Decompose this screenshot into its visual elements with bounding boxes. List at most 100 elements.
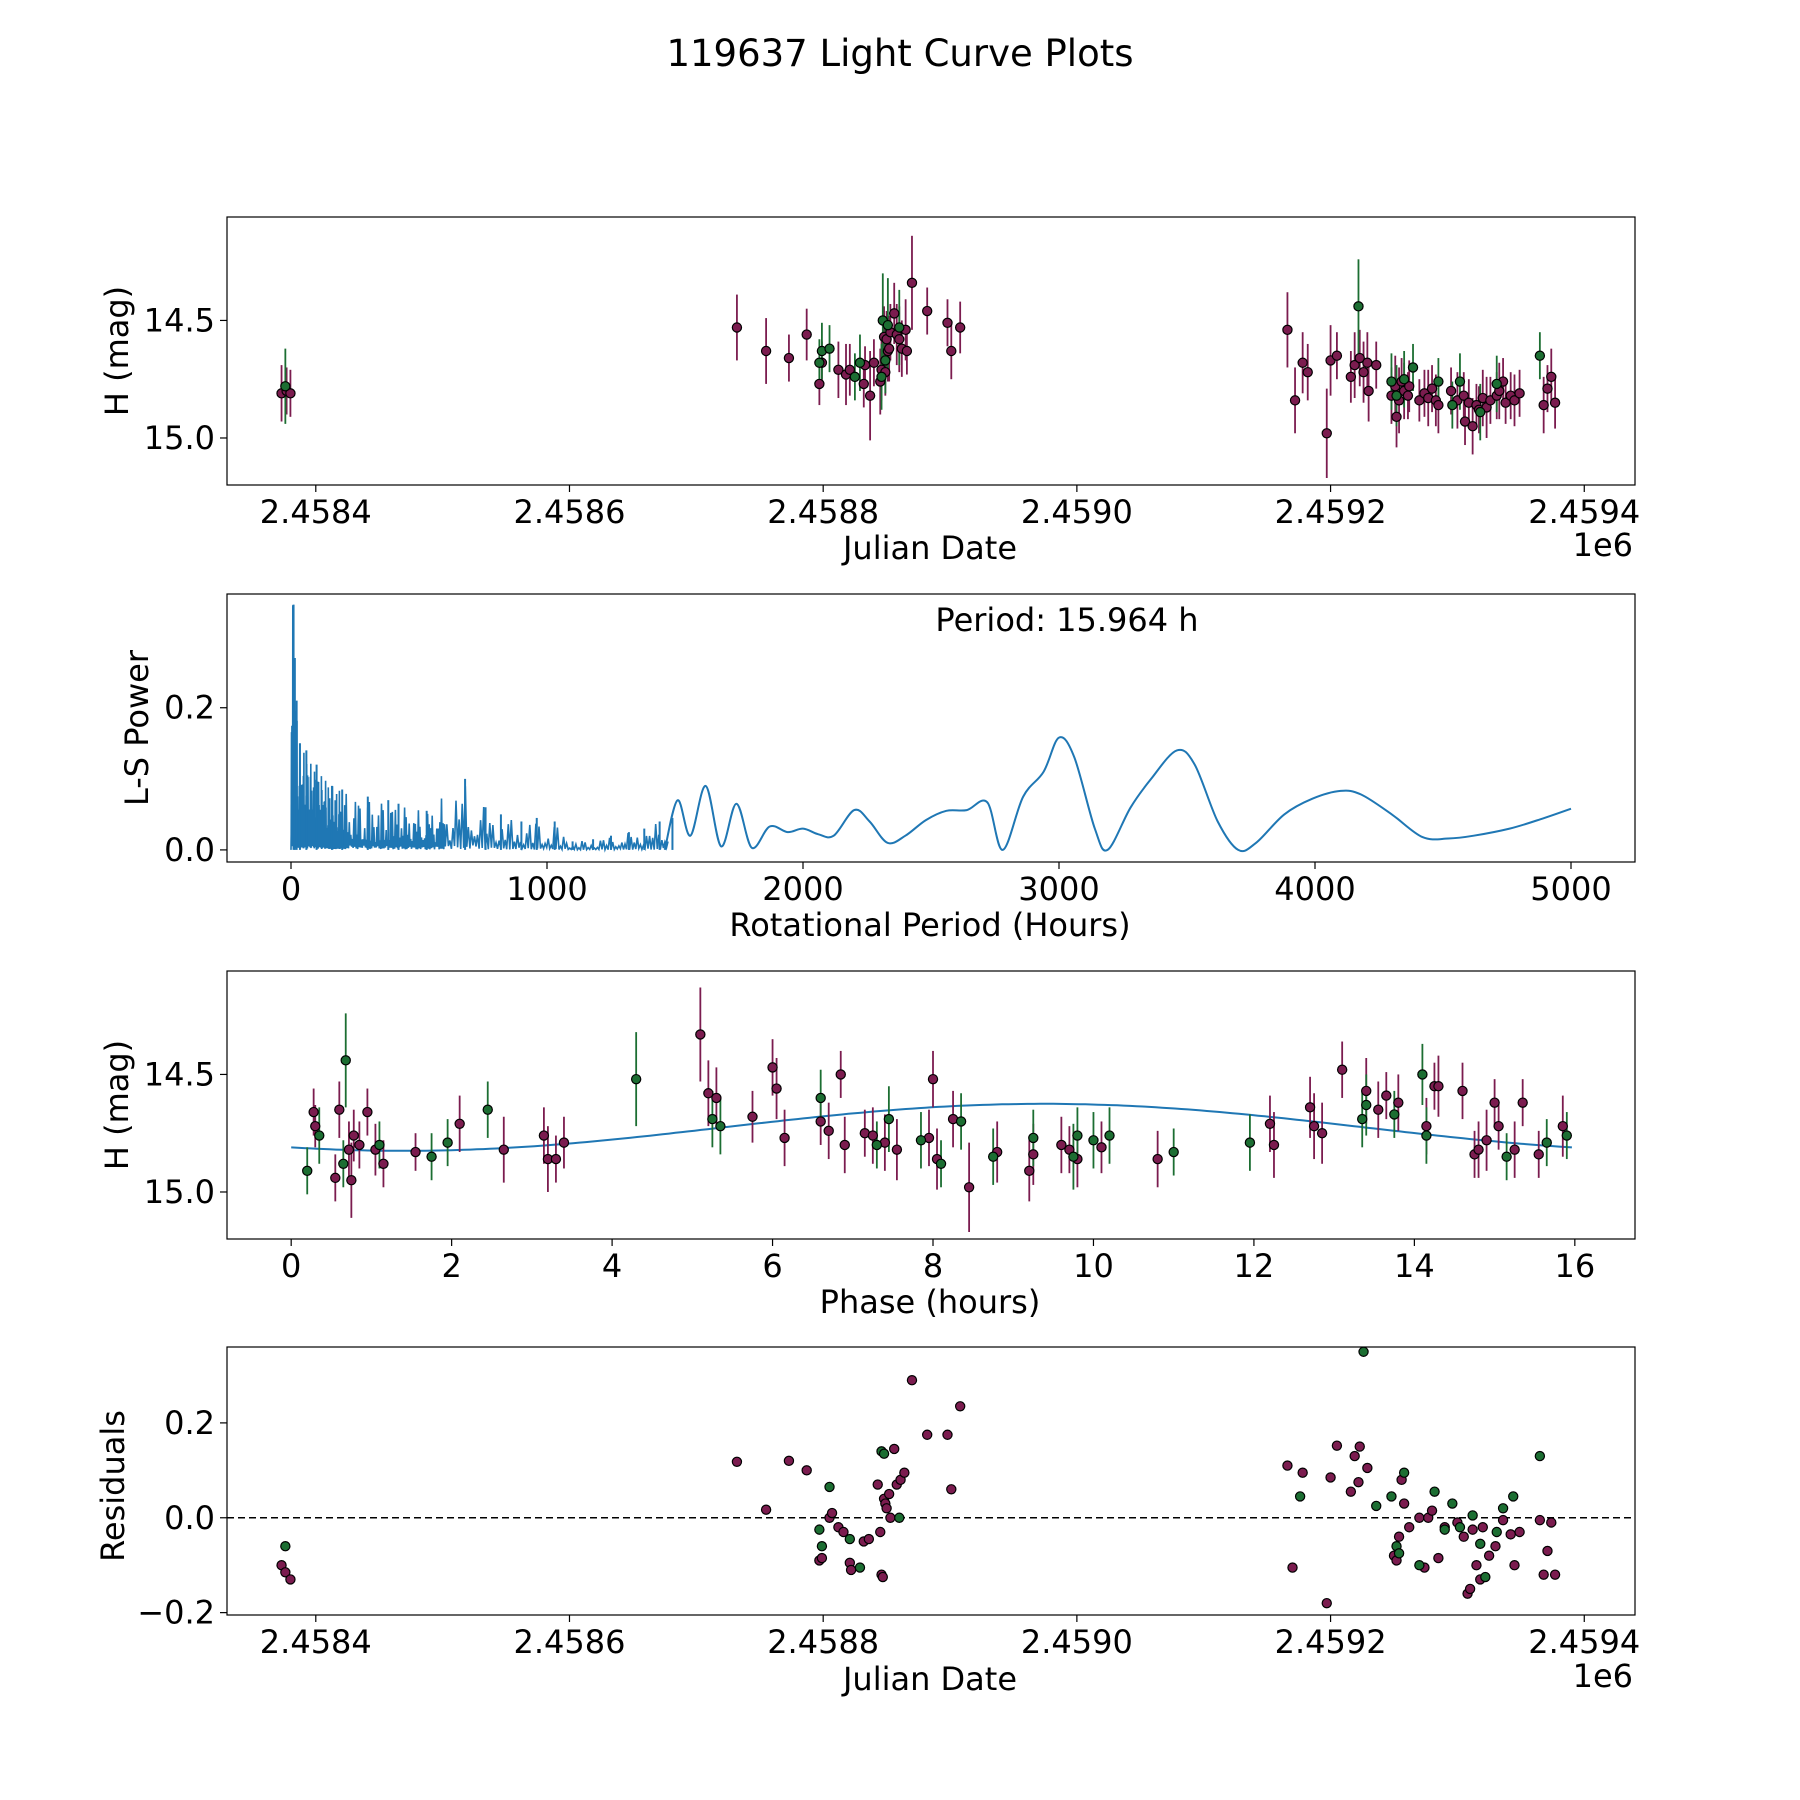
data-point <box>1493 1120 1504 1132</box>
residual-point <box>280 1567 291 1578</box>
y-tick-label: −0.2 <box>137 1594 215 1632</box>
lightcurve-plot-area <box>276 235 1561 478</box>
residual-point <box>816 1541 828 1552</box>
data-point <box>1475 406 1486 418</box>
data-point <box>1421 1120 1432 1132</box>
data-point <box>1458 390 1469 401</box>
figure-title: 119637 Light Curve Plots <box>666 32 1133 75</box>
data-point <box>1363 385 1374 397</box>
periodogram-ticks: 0 1000 2000 3000 4000 5000 0.0 0.2 <box>164 689 1612 908</box>
data-point <box>942 317 953 328</box>
data-point <box>731 322 743 333</box>
residual-point <box>1454 1522 1466 1533</box>
data-point <box>374 1139 385 1151</box>
data-point <box>1331 350 1343 361</box>
data-point <box>1421 1130 1432 1141</box>
data-point <box>1533 1149 1544 1160</box>
x-tick-label: 6 <box>762 1247 782 1285</box>
data-point <box>1024 1165 1035 1177</box>
data-point <box>858 378 869 390</box>
data-point <box>921 305 933 317</box>
data-point <box>955 1116 967 1127</box>
residual-point <box>906 1375 918 1386</box>
data-point <box>1534 350 1546 361</box>
residual-point <box>1471 1559 1482 1571</box>
data-point <box>334 1104 345 1115</box>
data-point <box>1404 381 1415 392</box>
residual-point <box>1480 1571 1491 1583</box>
data-point <box>1391 411 1402 423</box>
x-tick-label: 2.4594 <box>1528 493 1640 531</box>
data-point <box>1433 399 1444 411</box>
residual-point <box>1546 1517 1557 1528</box>
data-point <box>1357 1113 1368 1125</box>
residual-point <box>1297 1467 1308 1478</box>
data-point <box>426 1151 437 1162</box>
data-point <box>1433 1080 1444 1092</box>
data-point <box>1473 1144 1484 1155</box>
residual-point <box>863 1533 875 1545</box>
phase-panel: 0 2 4 6 8 10 12 14 16 15.0 14.5 Phase (hours) H (m… <box>98 970 1636 1321</box>
residual-point <box>1354 1441 1365 1452</box>
data-point <box>876 371 887 383</box>
data-point <box>1361 1099 1372 1111</box>
residual-point <box>1464 1583 1476 1595</box>
data-point <box>707 1113 718 1125</box>
data-point <box>1028 1132 1039 1144</box>
residual-point <box>1514 1526 1525 1538</box>
data-point <box>1561 1130 1573 1141</box>
residual-point <box>1287 1562 1298 1573</box>
data-point <box>1481 1135 1492 1146</box>
data-point <box>767 1062 778 1073</box>
x-tick-label: 2000 <box>762 870 843 908</box>
data-point <box>883 1113 895 1125</box>
data-point <box>346 1175 357 1186</box>
residual-point <box>1538 1569 1549 1580</box>
residual-point <box>921 1429 933 1440</box>
residual-point <box>280 1541 291 1552</box>
residual-point <box>942 1429 953 1440</box>
data-point <box>814 378 825 390</box>
data-point <box>880 355 891 366</box>
data-point <box>835 1069 846 1080</box>
data-point <box>815 1092 826 1104</box>
data-point <box>1358 366 1369 378</box>
data-point <box>310 1120 321 1132</box>
residual-point <box>783 1455 795 1467</box>
residual-point <box>885 1512 896 1523</box>
residuals-xlabel: Julian Date <box>841 1660 1017 1698</box>
residuals-axes-frame <box>226 1346 1636 1616</box>
data-point <box>1371 359 1382 371</box>
data-point <box>715 1120 726 1132</box>
residual-point <box>1371 1500 1382 1512</box>
data-point <box>771 1083 782 1094</box>
data-point <box>630 1073 642 1085</box>
data-point <box>354 1139 365 1151</box>
y-tick-label: 0.2 <box>164 689 215 727</box>
data-point <box>482 1104 493 1115</box>
residual-point <box>1362 1462 1373 1474</box>
residual-point <box>1393 1531 1405 1542</box>
data-point <box>1467 421 1478 432</box>
residual-point <box>1349 1450 1360 1462</box>
data-point <box>854 357 866 368</box>
data-point <box>1489 1097 1500 1108</box>
periodogram-ylabel: L-S Power <box>118 649 156 806</box>
residual-point <box>1477 1522 1488 1533</box>
residual-point <box>1353 1476 1364 1488</box>
data-point <box>1514 388 1525 399</box>
data-point <box>1407 362 1419 373</box>
residual-point <box>1447 1498 1458 1509</box>
data-point <box>824 343 835 354</box>
x-tick-label: 2.4592 <box>1275 1623 1387 1661</box>
x-tick-label: 2.4588 <box>767 1623 879 1661</box>
residual-point <box>1534 1450 1546 1462</box>
data-point <box>1264 1118 1276 1130</box>
residual-point <box>1325 1472 1336 1483</box>
residuals-ylabel: Residuals <box>94 1410 132 1562</box>
data-point <box>703 1088 714 1099</box>
data-point <box>889 308 900 319</box>
residual-point <box>1467 1510 1478 1521</box>
data-point <box>915 1135 927 1146</box>
lightcurve-ticks: 2.4584 2.4586 2.4588 2.4590 2.4592 2.4594 15.0… <box>144 301 1640 531</box>
